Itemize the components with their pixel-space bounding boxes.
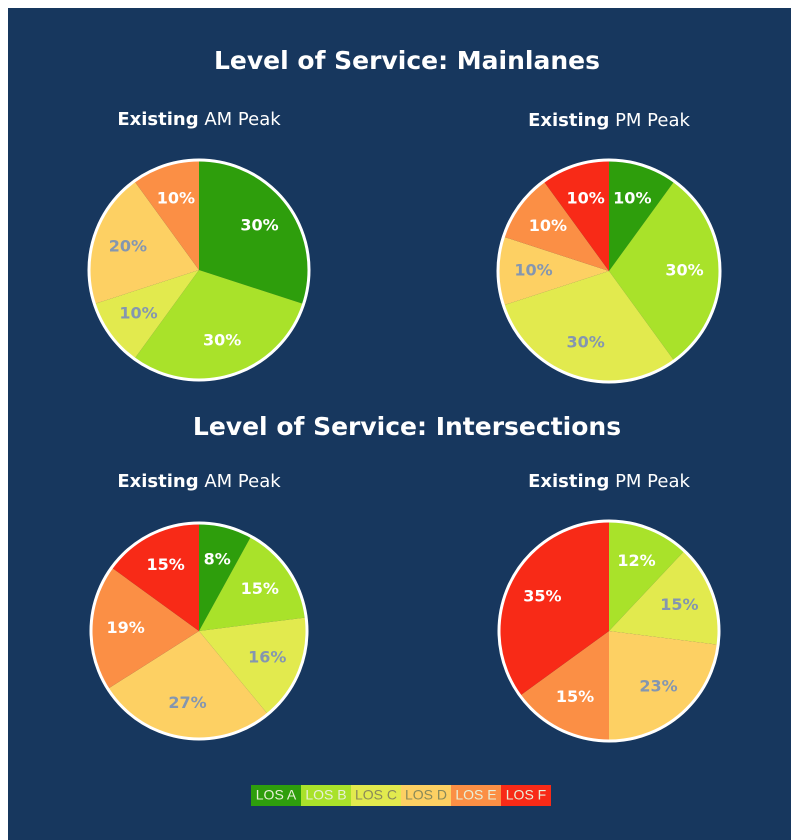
pie-slice [503,181,609,271]
legend-label: LOS F [506,787,546,803]
legend-swatch [351,785,401,806]
legend-swatch [251,785,301,806]
legend-label: LOS E [455,787,496,803]
legend-label: LOS D [405,787,447,803]
pie-slice [543,160,609,271]
data-label: 30% [203,331,241,350]
pie-slice [107,631,268,740]
chart-title-text: AM Peak [204,109,281,130]
chart-title: Existing AM Peak [117,109,281,130]
pie-slice [609,521,685,631]
chart-title-prefix: Existing [117,471,198,492]
pie-slice [88,181,199,304]
chart-title-prefix: Existing [528,471,609,492]
data-label: 35% [523,587,561,606]
data-label: 20% [109,236,147,255]
data-label: 30% [567,332,605,351]
pie-slice [111,523,199,631]
pie-slice [520,631,609,741]
pie-slice [90,567,199,689]
pie-border [496,158,722,384]
chart-title-text: PM Peak [615,471,690,492]
pie-slice [199,523,252,631]
chart-title-text: AM Peak [204,471,281,492]
data-label: 15% [241,579,279,598]
pie-slice [134,160,199,270]
data-label: 15% [147,555,185,574]
pie-slice [134,270,304,380]
pie-slice [609,160,675,271]
pie-slice [503,271,675,382]
pie-slice [498,236,609,306]
pie-slice [199,160,309,304]
data-label: 23% [639,677,677,696]
pie-slice [94,270,199,359]
data-label: 15% [660,595,698,614]
legend-swatch [401,785,451,806]
chart-title-text: PM Peak [615,110,690,131]
pie-slice [199,617,307,715]
pie-border [87,158,311,382]
data-label: 15% [556,687,594,706]
data-label: 16% [248,648,286,667]
data-label: 10% [613,189,651,208]
section-title: Level of Service: Intersections [193,412,621,441]
data-label: 10% [119,303,157,322]
chart-title-prefix: Existing [117,109,198,130]
legend-label: LOS B [305,787,346,803]
legend-swatch [301,785,351,806]
data-label: 10% [514,261,552,280]
data-label: 10% [157,188,195,207]
data-label: 30% [240,216,278,235]
data-label: 19% [106,618,144,637]
data-label: 27% [168,693,206,712]
data-label: 10% [529,216,567,235]
pie-border [89,521,309,741]
data-label: 10% [567,189,605,208]
chart-title: Existing AM Peak [117,471,281,492]
data-label: 12% [617,551,655,570]
legend-label: LOS C [355,787,397,803]
chart-title-prefix: Existing [528,110,609,131]
data-label: 30% [665,261,703,280]
pie-slice [609,631,719,741]
chart-title: Existing PM Peak [528,110,690,131]
legend-swatch [451,785,501,806]
section-title: Level of Service: Mainlanes [214,46,600,75]
data-label: 8% [204,549,231,568]
legend-label: LOS A [256,787,297,803]
legend-swatch [501,785,551,806]
pie-slice [609,181,720,361]
pie-border [497,519,721,743]
pie-slice [499,521,609,696]
pie-slice [609,550,719,645]
chart-title: Existing PM Peak [528,471,690,492]
